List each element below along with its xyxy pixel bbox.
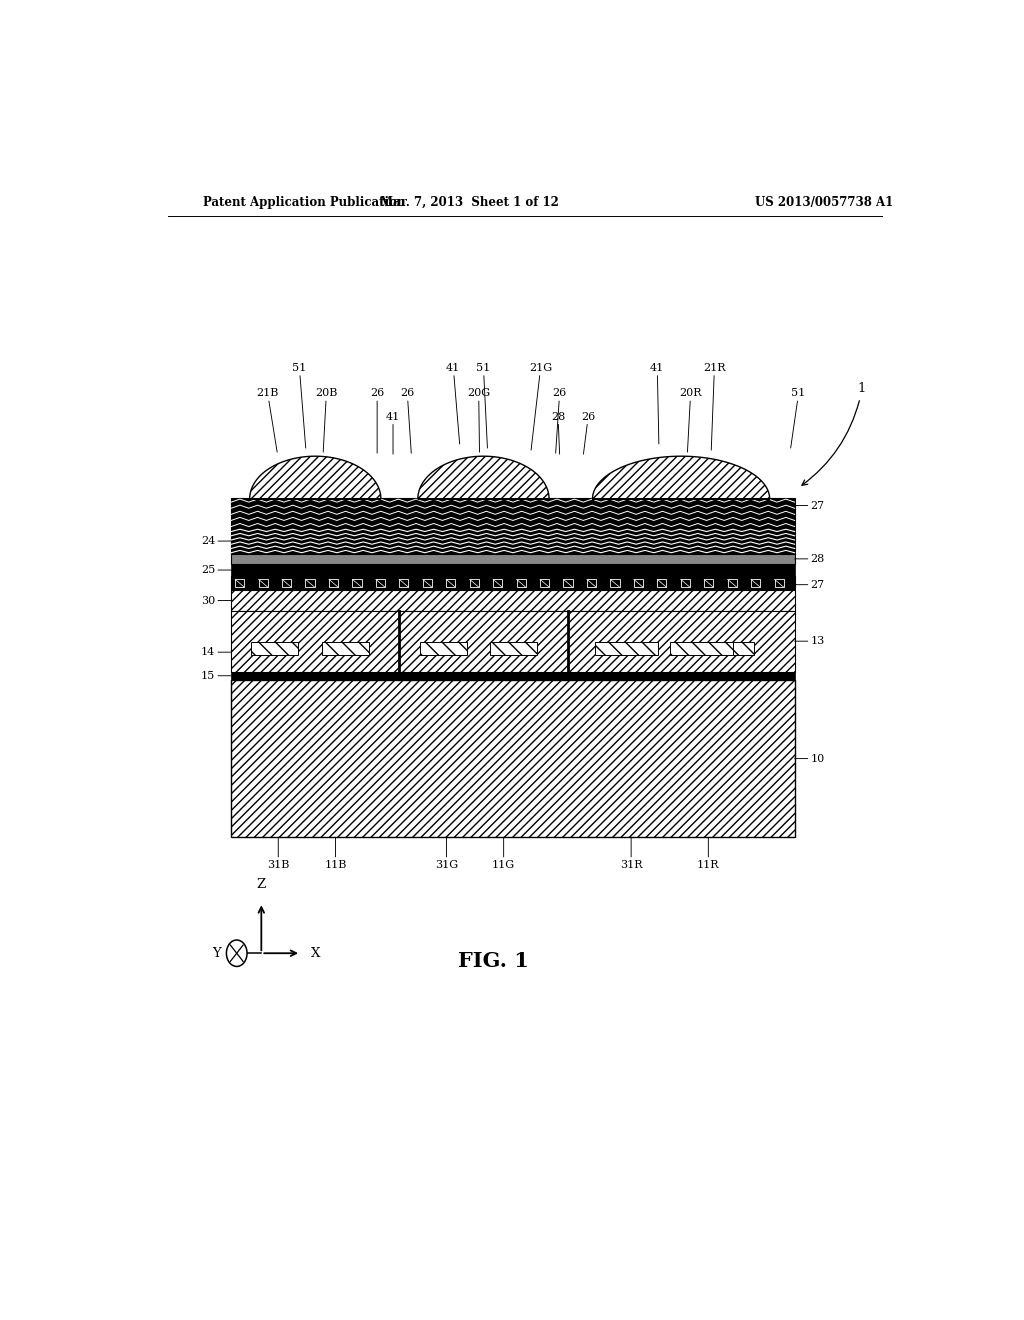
Bar: [231, 576, 795, 590]
Text: 30: 30: [201, 595, 231, 606]
Text: 26: 26: [370, 388, 384, 453]
Bar: [420, 643, 467, 655]
Text: 15: 15: [201, 671, 231, 681]
Bar: [634, 579, 643, 587]
Bar: [670, 643, 733, 655]
Polygon shape: [593, 457, 770, 499]
Bar: [610, 579, 620, 587]
Bar: [259, 579, 267, 587]
Bar: [494, 579, 502, 587]
Text: 26: 26: [553, 388, 566, 453]
Bar: [587, 579, 596, 587]
Bar: [376, 579, 385, 587]
Text: X: X: [311, 946, 321, 960]
Bar: [446, 579, 456, 587]
Text: 28: 28: [551, 412, 565, 454]
Text: 25: 25: [201, 565, 231, 576]
Bar: [231, 680, 795, 837]
Bar: [657, 579, 667, 587]
Text: 14: 14: [201, 647, 231, 657]
Text: 28: 28: [795, 554, 824, 564]
Bar: [231, 611, 795, 672]
Text: Z: Z: [257, 878, 266, 891]
Bar: [231, 590, 795, 611]
Bar: [540, 579, 549, 587]
Polygon shape: [250, 457, 381, 499]
Text: 26: 26: [400, 388, 415, 453]
Text: 1: 1: [802, 383, 866, 486]
Text: 51: 51: [476, 363, 490, 447]
Bar: [231, 554, 795, 564]
Bar: [563, 579, 572, 587]
Text: 31R: 31R: [620, 837, 642, 870]
Text: Patent Application Publication: Patent Application Publication: [204, 195, 406, 209]
Text: 31G: 31G: [435, 837, 458, 870]
Text: 27: 27: [795, 579, 824, 590]
Text: US 2013/0057738 A1: US 2013/0057738 A1: [755, 195, 893, 209]
Text: 10: 10: [795, 754, 824, 763]
Text: 20G: 20G: [467, 388, 490, 453]
Bar: [231, 528, 795, 554]
Text: 13: 13: [795, 636, 824, 647]
Text: 27: 27: [795, 500, 824, 511]
Bar: [728, 579, 737, 587]
Text: 11B: 11B: [325, 837, 347, 870]
Bar: [423, 579, 432, 587]
Bar: [774, 579, 783, 587]
Circle shape: [226, 940, 247, 966]
Text: 51: 51: [791, 388, 806, 447]
Bar: [329, 579, 338, 587]
Bar: [595, 643, 658, 655]
Polygon shape: [418, 457, 549, 499]
Text: 11R: 11R: [697, 837, 720, 870]
Text: 41: 41: [386, 412, 400, 454]
Text: 41: 41: [650, 363, 665, 444]
Text: 20R: 20R: [679, 388, 701, 453]
Text: 26: 26: [581, 412, 595, 454]
Bar: [690, 643, 754, 655]
Bar: [399, 579, 409, 587]
Text: 11G: 11G: [493, 837, 515, 870]
Text: 31B: 31B: [267, 837, 290, 870]
Text: 21G: 21G: [529, 363, 552, 450]
Text: Mar. 7, 2013  Sheet 1 of 12: Mar. 7, 2013 Sheet 1 of 12: [380, 195, 559, 209]
Bar: [251, 643, 298, 655]
Text: 21R: 21R: [703, 363, 726, 450]
Bar: [490, 643, 538, 655]
Bar: [231, 672, 795, 680]
Bar: [282, 579, 291, 587]
Bar: [470, 579, 479, 587]
Bar: [681, 579, 690, 587]
Bar: [231, 498, 795, 528]
Bar: [751, 579, 760, 587]
Bar: [352, 579, 361, 587]
Text: 41: 41: [446, 363, 461, 444]
Bar: [322, 643, 369, 655]
Bar: [305, 579, 314, 587]
Text: 51: 51: [292, 363, 306, 447]
Text: 20B: 20B: [315, 388, 338, 453]
Bar: [236, 579, 245, 587]
Text: FIG. 1: FIG. 1: [458, 952, 528, 972]
Text: 21B: 21B: [256, 388, 279, 453]
Text: Y: Y: [212, 946, 220, 960]
Bar: [705, 579, 714, 587]
Bar: [516, 579, 525, 587]
Text: 24: 24: [201, 536, 231, 546]
Bar: [231, 564, 795, 576]
